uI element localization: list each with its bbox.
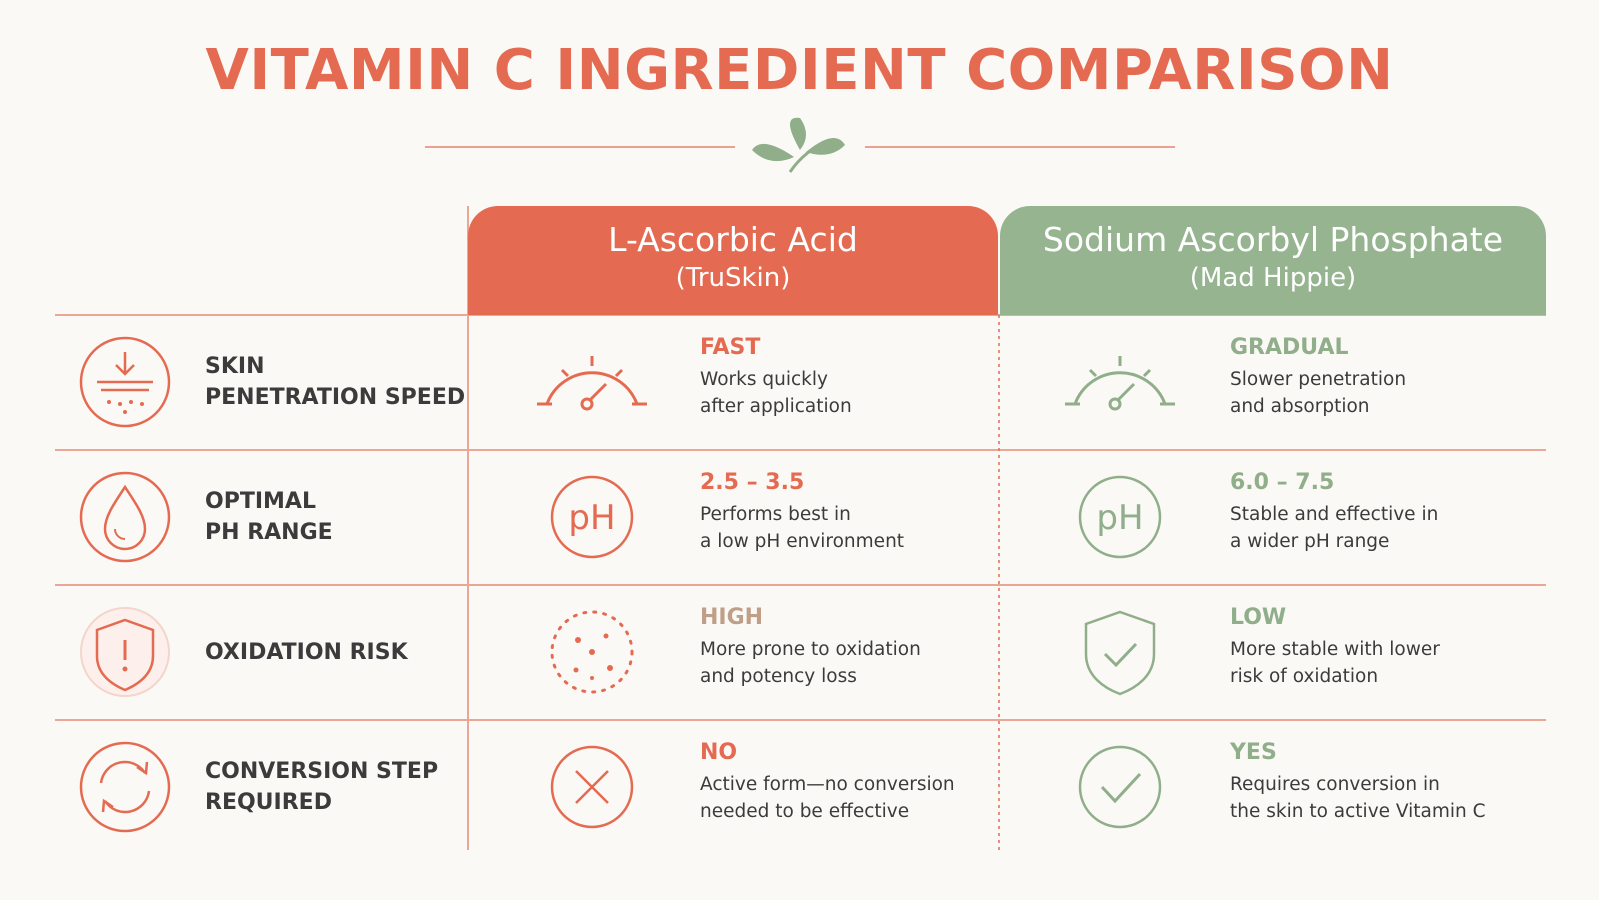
cell: GRADUAL Slower penetration and absorption	[1230, 335, 1406, 420]
row-label-line: OPTIMAL	[205, 489, 316, 514]
cell-line: a low pH environment	[700, 531, 905, 552]
cell: 2.5 – 3.5 Performs best in a low pH enviro…	[700, 470, 904, 555]
row-label: CONVERSION STEP REQUIRED	[205, 756, 438, 818]
row-label: SKIN PENETRATION SPEED	[205, 351, 465, 413]
cell-icon-svg	[550, 745, 634, 829]
cell: FAST Works quickly after application	[700, 335, 852, 420]
row-label: OXIDATION RISK	[205, 637, 408, 668]
row-label-line: OXIDATION RISK	[205, 639, 408, 665]
cell: YES Requires conversion in the skin to act…	[1230, 740, 1486, 825]
cell: HIGH More prone to oxidation and potency l…	[700, 605, 921, 690]
cell-line: risk of oxidation	[1230, 666, 1379, 687]
row-icon-svg	[79, 741, 171, 833]
cell-text: More stable with lower risk of oxidation	[1230, 636, 1440, 690]
cell-icon	[1065, 327, 1175, 437]
row-label-line: PH RANGE	[205, 520, 333, 545]
cell-icon: pH	[1065, 462, 1175, 572]
cell-icon-svg	[1065, 356, 1175, 411]
cell-text: More prone to oxidation and potency loss	[700, 636, 921, 690]
cell-line: More stable with lower	[1230, 639, 1440, 660]
title: VITAMIN C INGREDIENT COMPARISON	[205, 38, 1394, 103]
cell-line: Performs best in	[700, 504, 851, 525]
row-icon	[70, 732, 180, 842]
cell-icon	[537, 732, 647, 842]
row-label-line: PENETRATION SPEED	[205, 385, 466, 410]
cell-icon-svg	[1084, 610, 1156, 696]
column-name: Sodium Ascorbyl Phosphate	[1042, 220, 1504, 259]
cell-icon	[1065, 597, 1175, 707]
column-name: L-Ascorbic Acid	[608, 220, 858, 259]
cell-line: the skin to active Vitamin C	[1230, 801, 1486, 822]
cell-heading: 2.5 – 3.5	[700, 470, 805, 495]
cell-text: Works quickly after application	[700, 366, 852, 420]
cell-line: Works quickly	[700, 369, 828, 390]
row-icon	[70, 327, 180, 437]
row-icon	[70, 462, 180, 572]
cell-line: after application	[700, 396, 852, 417]
cell-icon	[537, 597, 647, 707]
row-label-line: REQUIRED	[205, 790, 332, 815]
cell-line: needed to be effective	[700, 801, 910, 822]
cell-icon: pH	[537, 462, 647, 572]
svg-text:pH: pH	[1096, 498, 1143, 538]
cell-line: Slower penetration	[1230, 369, 1407, 390]
cell-heading: 6.0 – 7.5	[1230, 470, 1335, 495]
cell-heading: LOW	[1230, 605, 1287, 630]
cell-line: Active form—no conversion	[700, 774, 955, 795]
row-icon-svg	[79, 336, 171, 428]
row-label-line: SKIN	[205, 354, 265, 379]
cell-text: Requires conversion in the skin to active…	[1230, 771, 1486, 825]
cell-icon	[537, 327, 647, 437]
cell-heading: HIGH	[700, 605, 764, 630]
cell: 6.0 – 7.5 Stable and effective in a wider …	[1230, 470, 1438, 555]
cell: LOW More stable with lower risk of oxidati…	[1230, 605, 1440, 690]
cell-line: and absorption	[1230, 396, 1370, 417]
row-icon-svg	[80, 607, 170, 697]
row-icon-svg	[79, 471, 171, 563]
column-subtitle: (Mad Hippie)	[1189, 263, 1357, 293]
cell-line: Requires conversion in	[1230, 774, 1440, 795]
cell-text: Stable and effective in a wider pH range	[1230, 501, 1438, 555]
cell-icon-svg	[550, 610, 634, 694]
cell-line: More prone to oxidation	[700, 639, 921, 660]
cell-icon-svg	[537, 356, 647, 411]
row-label: OPTIMAL PH RANGE	[205, 486, 333, 548]
cell-heading: YES	[1230, 740, 1277, 765]
cell-line: Stable and effective in	[1230, 504, 1439, 525]
row-icon	[70, 597, 180, 707]
cell-line: and potency loss	[700, 666, 857, 687]
cell-heading: GRADUAL	[1230, 335, 1349, 360]
cell-text: Performs best in a low pH environment	[700, 501, 904, 555]
cell-icon-svg: pH	[1078, 475, 1162, 559]
cell-heading: FAST	[700, 335, 761, 360]
cell-line: a wider pH range	[1230, 531, 1390, 552]
column-subtitle: (TruSkin)	[675, 263, 791, 293]
cell-icon-svg: pH	[550, 475, 634, 559]
cell: NO Active form—no conversion needed to be …	[700, 740, 955, 825]
cell-icon	[1065, 732, 1175, 842]
row-label-line: CONVERSION STEP	[205, 759, 439, 784]
svg-text:pH: pH	[568, 498, 615, 538]
column-header: Sodium Ascorbyl Phosphate (Mad Hippie)	[1000, 206, 1546, 315]
column-header: L-Ascorbic Acid (TruSkin)	[468, 206, 998, 315]
cell-text: Slower penetration and absorption	[1230, 366, 1406, 420]
cell-icon-svg	[1078, 745, 1162, 829]
cell-heading: NO	[700, 740, 738, 765]
cell-text: Active form—no conversion needed to be ef…	[700, 771, 955, 825]
